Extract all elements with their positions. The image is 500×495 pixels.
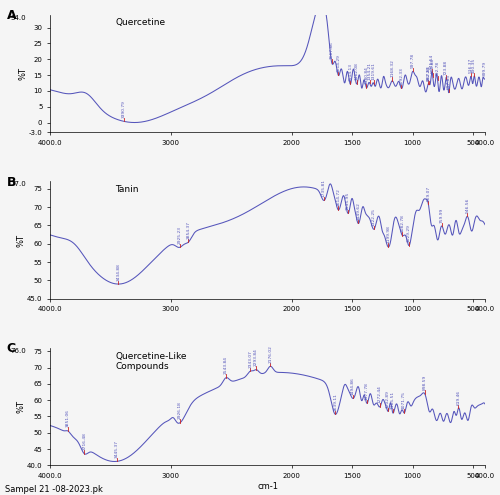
Text: 619.46: 619.46 (456, 390, 460, 404)
Text: 1614.29: 1614.29 (336, 54, 340, 72)
Text: 1202.89: 1202.89 (386, 390, 390, 408)
Y-axis label: %T: %T (16, 400, 26, 413)
Text: 490.35: 490.35 (472, 57, 476, 73)
Text: 2854.37: 2854.37 (186, 221, 190, 239)
Text: Quercetine: Quercetine (115, 18, 166, 27)
Text: 1319.61: 1319.61 (372, 62, 376, 80)
Text: 1380.84: 1380.84 (364, 66, 368, 84)
Text: 1462.08: 1462.08 (354, 62, 358, 81)
Text: 1092.33: 1092.33 (400, 67, 404, 85)
Text: 898.59: 898.59 (423, 375, 427, 391)
Text: 869.07: 869.07 (426, 186, 430, 200)
Text: 34.0: 34.0 (10, 15, 26, 21)
Text: 1029.29: 1029.29 (407, 224, 411, 242)
Text: 3716.48: 3716.48 (82, 432, 86, 450)
Text: A: A (6, 9, 16, 22)
Text: 1639.11: 1639.11 (334, 393, 338, 411)
Text: 1449.62: 1449.62 (356, 202, 360, 220)
Text: 1377.78: 1377.78 (365, 382, 369, 400)
Text: Sampel 21 -08-2023.pk: Sampel 21 -08-2023.pk (5, 485, 103, 494)
Text: 759.99: 759.99 (440, 207, 444, 223)
Text: 2926.18: 2926.18 (178, 401, 182, 419)
Text: 1735.81: 1735.81 (322, 179, 326, 197)
Text: 1494.86: 1494.86 (350, 377, 354, 395)
Text: 3434.88: 3434.88 (116, 263, 120, 281)
Text: Quercetine-Like
Compounds: Quercetine-Like Compounds (115, 351, 187, 371)
Text: 1165.51: 1165.51 (390, 391, 394, 408)
Y-axis label: %T: %T (16, 234, 26, 247)
Text: 997.78: 997.78 (411, 53, 415, 68)
Y-axis label: %T: %T (18, 67, 27, 80)
Text: 792.78: 792.78 (436, 61, 440, 76)
Text: 76.0: 76.0 (10, 348, 26, 354)
X-axis label: cm-1: cm-1 (257, 482, 278, 491)
Text: 3851.06: 3851.06 (66, 409, 70, 428)
Text: 1168.32: 1168.32 (390, 59, 394, 77)
Text: 841.54: 841.54 (430, 53, 434, 69)
Text: 1322.25: 1322.25 (372, 208, 376, 226)
Text: 2925.23: 2925.23 (178, 226, 182, 244)
Text: 723.88: 723.88 (444, 60, 448, 75)
Text: 2343.07: 2343.07 (248, 350, 252, 368)
Text: 1667.86: 1667.86 (330, 42, 334, 59)
Text: 2293.84: 2293.84 (254, 348, 258, 366)
Text: 3390.79: 3390.79 (122, 100, 126, 118)
Text: 1614.72: 1614.72 (336, 189, 340, 206)
Text: B: B (6, 176, 16, 189)
Text: 516.37: 516.37 (469, 57, 473, 73)
Text: 1082.78: 1082.78 (400, 214, 404, 232)
Text: 2543.84: 2543.84 (224, 356, 228, 374)
Text: 862.20: 862.20 (427, 65, 431, 81)
Text: 546.56: 546.56 (466, 198, 469, 213)
Text: 831.88: 831.88 (431, 58, 435, 73)
Text: 697.83: 697.83 (447, 73, 451, 89)
Text: 77.0: 77.0 (10, 182, 26, 188)
Text: 1354.21: 1354.21 (368, 61, 372, 80)
Text: Tanin: Tanin (115, 185, 139, 194)
Text: 2176.02: 2176.02 (268, 345, 272, 363)
Text: 1272.44: 1272.44 (378, 386, 382, 403)
Text: 1199.98: 1199.98 (386, 226, 390, 244)
Text: 867.66: 867.66 (426, 65, 430, 80)
Text: 1071.75: 1071.75 (402, 391, 406, 409)
Text: C: C (6, 342, 16, 355)
Text: 399.79: 399.79 (483, 60, 487, 76)
Text: 1514.13: 1514.13 (348, 62, 352, 81)
Text: 1535.95: 1535.95 (346, 192, 350, 210)
Text: 3445.37: 3445.37 (115, 440, 119, 458)
